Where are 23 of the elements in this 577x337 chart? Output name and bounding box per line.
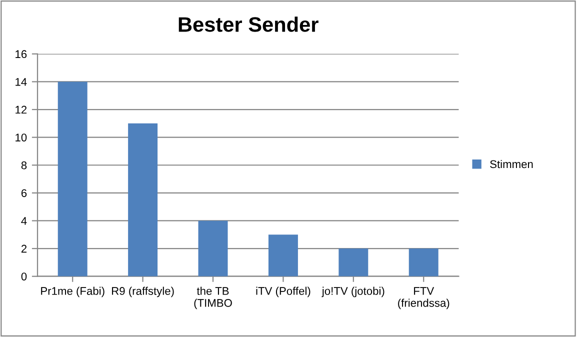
x-tick-label: iTV (Poffel) [256,286,310,298]
y-tick-label: 12 [16,106,27,114]
legend-label: Stimmen [490,160,533,168]
y-tick-label: 2 [21,244,27,253]
chart-title: Bester Sender [178,16,318,32]
y-tick-label: 6 [21,189,27,198]
y-tick-label: 10 [16,134,27,142]
bar [268,234,298,276]
bar [408,248,438,276]
y-tick-label: 4 [21,217,27,225]
y-tick-label: 14 [16,78,27,86]
x-tick-label: Pr1me (Fabi) [41,286,104,298]
bar [338,248,368,276]
bar [128,123,158,276]
y-tick-label: 0 [21,272,27,280]
bar [198,220,228,276]
bar [58,82,88,276]
x-tick-label: R9 (raffstyle) [112,286,174,298]
x-tick-label: jo!TV (jotobi) [322,286,384,298]
y-tick-label: 16 [16,50,27,58]
x-tick-label: the TB (TIMBO [194,286,232,310]
x-tick-label: FTV (friendssa) [398,287,450,310]
y-tick-label: 8 [21,161,27,170]
